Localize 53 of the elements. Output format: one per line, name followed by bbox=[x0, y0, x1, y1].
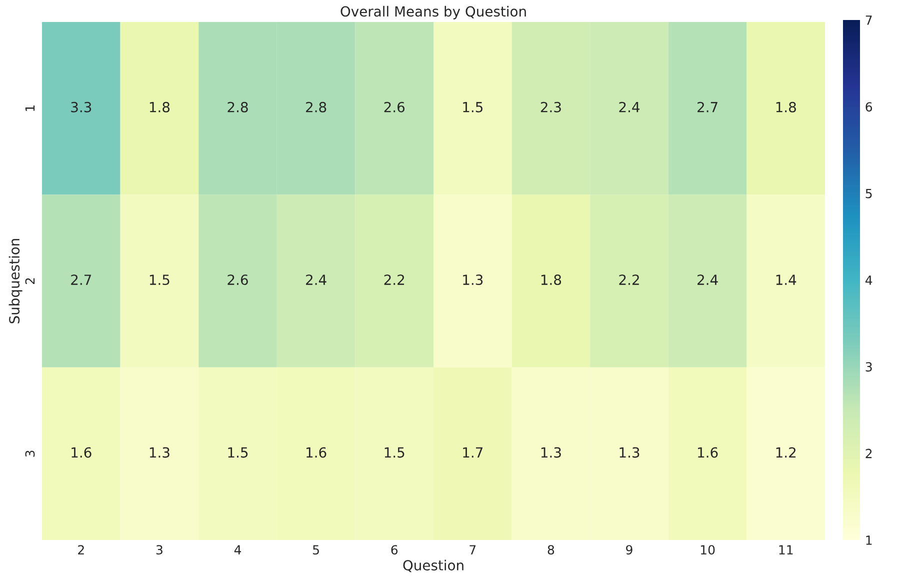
data-label: 1.3 bbox=[541, 447, 561, 458]
data-label: 1.4 bbox=[776, 274, 796, 285]
x-tick-label: 2 bbox=[78, 545, 84, 554]
data-label: 1.3 bbox=[620, 447, 640, 458]
x-tick-label: 7 bbox=[470, 545, 476, 554]
data-label: 2.8 bbox=[306, 102, 326, 112]
x-tick-label: 10 bbox=[700, 545, 715, 555]
data-label: 2.6 bbox=[228, 274, 248, 286]
data-label: 1.5 bbox=[150, 274, 170, 286]
data-label: 2.4 bbox=[698, 274, 718, 285]
x-tick-label: 6 bbox=[391, 545, 398, 555]
y-axis-title: Subquestion bbox=[8, 238, 22, 324]
data-label: 1.3 bbox=[150, 447, 170, 458]
data-label: 1.5 bbox=[228, 447, 248, 458]
data-label: 3.3 bbox=[71, 102, 92, 112]
data-label: 2.4 bbox=[306, 274, 326, 285]
color-bar-label: 2 bbox=[866, 448, 872, 458]
data-label: 1.5 bbox=[463, 102, 482, 112]
data-label: 1.5 bbox=[384, 447, 404, 458]
data-label: 1.7 bbox=[463, 447, 483, 458]
data-label: 2.8 bbox=[228, 102, 248, 112]
data-label: 2.7 bbox=[698, 102, 718, 112]
data-label: 1.6 bbox=[698, 447, 718, 458]
data-label: 2.2 bbox=[619, 274, 639, 285]
data-label: 1.2 bbox=[776, 447, 796, 458]
color-bar-label: 1 bbox=[866, 536, 872, 545]
data-label: 1.8 bbox=[541, 274, 562, 286]
color-bar-label: 3 bbox=[866, 362, 872, 372]
x-tick-label: 8 bbox=[548, 545, 554, 555]
color-bar-label: 5 bbox=[866, 188, 872, 198]
x-tick-label: 9 bbox=[626, 545, 632, 555]
x-tick-label: 3 bbox=[156, 545, 162, 555]
data-label: 2.3 bbox=[540, 102, 561, 112]
x-axis-title: Question bbox=[403, 560, 464, 572]
data-label: 2.7 bbox=[71, 274, 92, 285]
data-label: 2.4 bbox=[619, 102, 640, 112]
data-label: 1.8 bbox=[776, 102, 796, 112]
color-bar-label: 6 bbox=[866, 102, 872, 112]
data-label: 2.2 bbox=[384, 274, 404, 285]
x-tick-label: 11 bbox=[779, 545, 793, 554]
data-label: 1.6 bbox=[72, 447, 92, 458]
data-label: 1.3 bbox=[463, 274, 483, 286]
color-bar-label: 7 bbox=[866, 16, 872, 25]
data-label: 2.6 bbox=[384, 102, 405, 112]
x-tick-label: 5 bbox=[313, 545, 319, 555]
y-tick-label: 1 bbox=[25, 106, 35, 111]
data-label: 1.6 bbox=[306, 447, 326, 458]
data-label: 1.8 bbox=[150, 102, 170, 112]
color-bar-label: 4 bbox=[865, 276, 872, 285]
x-tick-label: 4 bbox=[234, 545, 242, 554]
y-tick-label: 2 bbox=[25, 278, 35, 284]
y-tick-label: 3 bbox=[25, 450, 35, 457]
chart-title: Overall Means by Question bbox=[340, 6, 526, 20]
